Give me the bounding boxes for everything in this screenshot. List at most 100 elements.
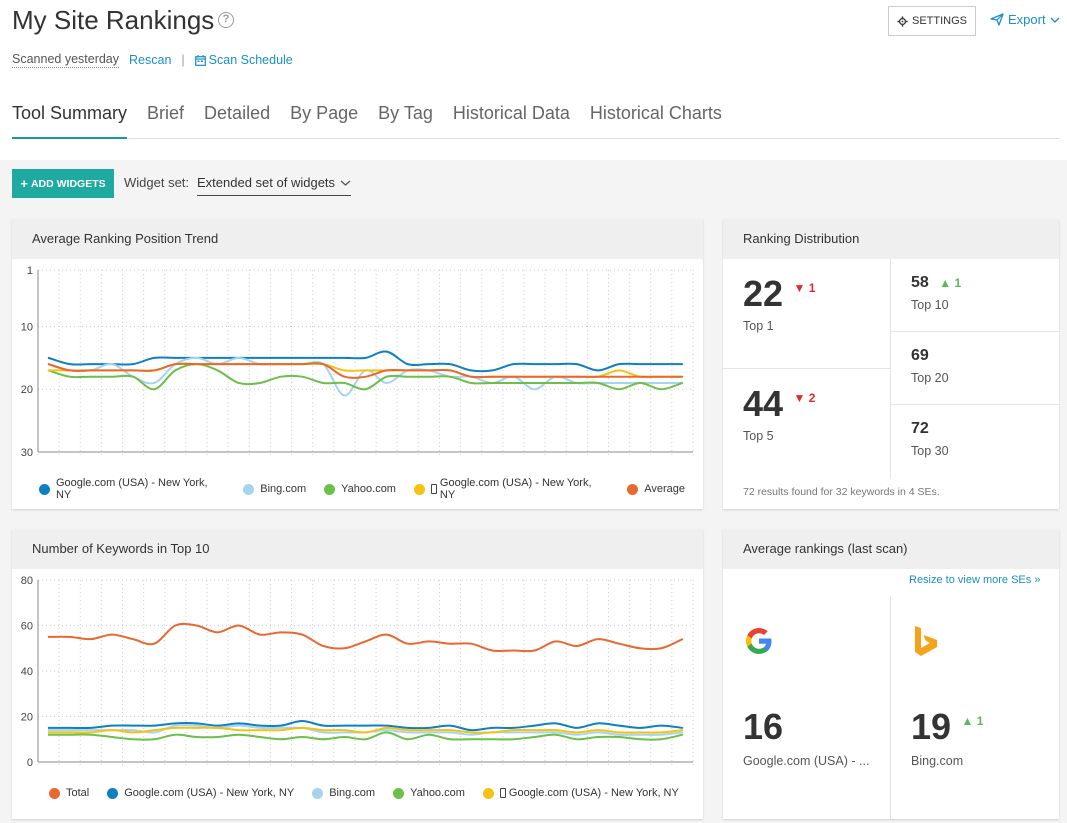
resize-link[interactable]: Resize to view more SEs » xyxy=(909,574,1040,586)
legend-swatch xyxy=(627,483,639,495)
export-button[interactable]: Export xyxy=(990,12,1060,27)
data-point xyxy=(533,363,536,365)
tab-by-tag[interactable]: By Tag xyxy=(378,103,433,123)
add-widgets-label: ADD WIDGETS xyxy=(30,177,106,190)
export-label: Export xyxy=(1008,12,1046,27)
divider xyxy=(890,259,891,479)
legend-swatch xyxy=(107,787,119,799)
data-point xyxy=(47,733,50,736)
legend-item-yahoo[interactable]: Yahoo.com xyxy=(324,483,396,495)
legend-item-google-mobile[interactable]: Google.com (USA) - New York, NY xyxy=(482,787,679,799)
dist-top5-label: Top 5 xyxy=(743,429,774,443)
avg-bing-label: Bing.com xyxy=(911,754,964,768)
data-point xyxy=(111,369,113,372)
data-point xyxy=(237,624,240,627)
data-point xyxy=(364,357,367,359)
data-point xyxy=(364,731,367,734)
tab-historical-charts[interactable]: Historical Charts xyxy=(589,103,722,123)
arrow-down-icon: ▼ xyxy=(793,281,806,295)
data-point xyxy=(322,357,325,359)
tab-historical-data[interactable]: Historical Data xyxy=(452,103,570,123)
data-point xyxy=(301,357,303,359)
data-point xyxy=(639,647,641,650)
data-point xyxy=(428,369,430,372)
data-point xyxy=(660,733,663,736)
legend-item-bing[interactable]: Bing.com xyxy=(312,787,375,799)
data-point xyxy=(385,724,388,727)
data-point xyxy=(660,738,663,741)
legend-item-google-mobile[interactable]: Google.com (USA) - New York, NY xyxy=(413,477,609,501)
double-chevron-right-icon: » xyxy=(1034,574,1041,586)
data-point xyxy=(153,357,156,359)
legend-item-google[interactable]: Google.com (USA) - New York, NY xyxy=(107,787,294,799)
legend-item-yahoo[interactable]: Yahoo.com xyxy=(393,787,465,799)
data-point xyxy=(597,638,599,640)
y-tick-label: 1 xyxy=(27,265,33,277)
widget-set-select[interactable]: Extended set of widgets xyxy=(197,175,351,196)
data-point xyxy=(259,736,261,738)
data-point xyxy=(90,727,92,729)
data-point xyxy=(512,649,515,652)
dist-top1-label: Top 1 xyxy=(743,319,774,333)
y-tick-label: 60 xyxy=(21,621,33,633)
legend-item-bing[interactable]: Bing.com xyxy=(243,483,306,495)
tab-tool-summary[interactable]: Tool Summary xyxy=(12,101,128,139)
data-point xyxy=(132,638,134,640)
divider xyxy=(891,331,1059,332)
data-point xyxy=(259,633,261,636)
data-point xyxy=(343,647,346,650)
legend-label: Bing.com xyxy=(329,787,376,799)
data-point xyxy=(618,733,620,736)
data-point xyxy=(174,357,177,359)
dist-top20-label: Top 20 xyxy=(911,371,949,385)
plus-icon: + xyxy=(20,176,28,191)
data-point xyxy=(639,382,641,384)
data-point xyxy=(111,729,113,731)
data-point xyxy=(597,731,599,734)
data-point xyxy=(343,382,346,384)
data-point xyxy=(364,640,367,643)
rescan-link[interactable]: Rescan xyxy=(129,53,172,67)
data-point xyxy=(280,738,282,741)
trend-chart: 1 10 20 30 xyxy=(21,265,694,459)
avg-bing-change: ▲ 1 xyxy=(962,714,984,728)
data-point xyxy=(132,724,134,727)
data-point xyxy=(153,729,156,731)
scan-schedule-link[interactable]: Scan Schedule xyxy=(194,53,293,67)
data-point xyxy=(639,727,641,729)
data-point xyxy=(195,727,198,729)
data-point xyxy=(132,729,134,731)
tab-brief[interactable]: Brief xyxy=(147,103,185,123)
data-point xyxy=(132,731,134,734)
tab-by-page[interactable]: By Page xyxy=(290,103,359,123)
legend-item-average[interactable]: Average xyxy=(627,483,685,495)
avg-rankings-widget: Average rankings (last scan) Resize to v… xyxy=(723,529,1059,819)
add-widgets-button[interactable]: + ADD WIDGETS xyxy=(12,169,114,198)
legend-item-google[interactable]: Google.com (USA) - New York, NY xyxy=(39,477,225,501)
data-point xyxy=(153,642,156,645)
dist-top30-label: Top 30 xyxy=(911,444,949,458)
data-point xyxy=(681,727,684,729)
help-icon[interactable]: ? xyxy=(218,12,234,28)
data-point xyxy=(90,375,92,378)
data-point xyxy=(660,363,663,365)
settings-button[interactable]: SETTINGS xyxy=(888,6,976,36)
data-point xyxy=(491,727,494,729)
legend-label: Google.com (USA) - New York, NY xyxy=(55,477,208,501)
data-point xyxy=(216,357,219,359)
dist-top20: 69 Top 20 xyxy=(911,347,949,385)
top10-widget: Number of Keywords in Top 10 0 20 40 60 80 T… xyxy=(12,529,703,819)
data-point xyxy=(597,382,599,384)
data-point xyxy=(153,382,156,384)
legend-item-total[interactable]: Total xyxy=(49,787,89,799)
gear-icon xyxy=(897,15,908,27)
data-point xyxy=(343,731,346,734)
data-point xyxy=(681,363,684,365)
data-point xyxy=(406,369,409,372)
data-point xyxy=(111,375,113,378)
data-point xyxy=(428,733,430,736)
data-point xyxy=(195,724,198,727)
data-point xyxy=(174,624,177,627)
data-point xyxy=(385,350,388,353)
tab-detailed[interactable]: Detailed xyxy=(204,103,271,123)
